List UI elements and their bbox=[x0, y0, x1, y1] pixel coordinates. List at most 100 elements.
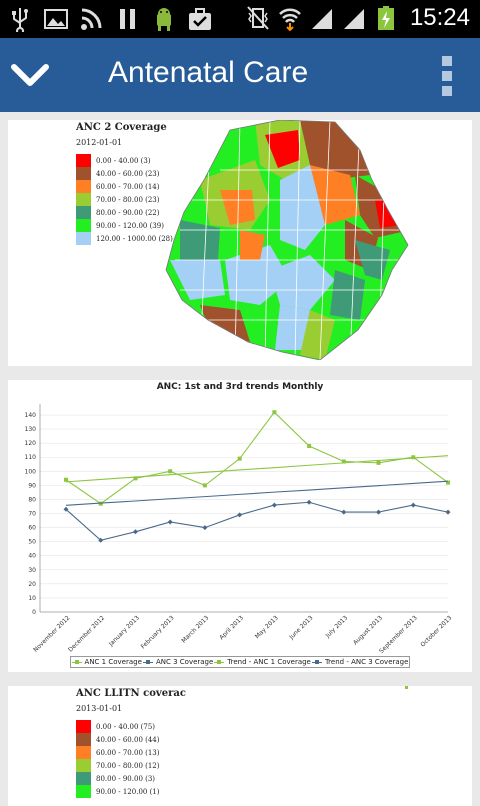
legend-label: 120.00 - 1000.00 (28) bbox=[96, 234, 173, 243]
x-tick-label: September 2013 bbox=[378, 614, 419, 655]
usb-icon bbox=[12, 8, 28, 32]
data-point bbox=[376, 460, 381, 465]
y-tick-label: 70 bbox=[28, 511, 36, 518]
legend-item-trend-anc1[interactable]: Trend - ANC 1 Coverage bbox=[214, 658, 311, 666]
legend-row: 70.00 - 80.00 (12) bbox=[76, 759, 160, 772]
map-legend: 0.00 - 40.00 (75) 40.00 - 60.00 (44) 60.00… bbox=[76, 720, 160, 798]
data-point bbox=[411, 455, 416, 460]
chart-card-anc-trends[interactable]: ANC: 1st and 3rd trends Monthly 0 10 20 30 4… bbox=[8, 380, 472, 672]
battery-charging-icon bbox=[377, 6, 394, 30]
pause-icon bbox=[120, 9, 135, 29]
wifi-icon bbox=[279, 8, 301, 31]
data-point bbox=[410, 502, 416, 508]
data-point bbox=[64, 477, 68, 482]
series-line-1 bbox=[65, 501, 449, 541]
map-title: ANC LLITN coverac bbox=[76, 688, 186, 699]
data-point bbox=[202, 483, 207, 488]
data-point bbox=[307, 443, 312, 448]
legend-row: 40.00 - 60.00 (44) bbox=[76, 733, 160, 746]
x-tick-label: December 2012 bbox=[67, 614, 106, 653]
legend-item-anc1[interactable]: ANC 1 Coverage bbox=[71, 658, 142, 666]
legend-label: 60.00 - 70.00 (14) bbox=[96, 182, 160, 191]
y-tick-label: 80 bbox=[28, 496, 36, 503]
legend-swatch bbox=[76, 206, 91, 219]
x-tick-label: January 2013 bbox=[107, 614, 141, 648]
x-tick-label: August 2013 bbox=[352, 614, 384, 646]
map-edge-marker bbox=[405, 686, 408, 689]
y-tick-label: 100 bbox=[25, 468, 37, 475]
app-bar: Antenatal Care bbox=[0, 38, 480, 112]
data-point bbox=[167, 519, 173, 525]
x-tick-label: April 2013 bbox=[218, 614, 245, 641]
x-tick-label: June 2013 bbox=[287, 614, 314, 641]
legend-label: 90.00 - 120.00 (39) bbox=[96, 221, 164, 230]
data-point bbox=[168, 469, 173, 474]
y-tick-label: 90 bbox=[28, 482, 36, 489]
anc-trend-chart[interactable]: 0 10 20 30 40 50 60 70 80 90 100 110 120 130 140 Novemb… bbox=[8, 380, 472, 655]
android-icon bbox=[157, 8, 171, 31]
x-tick-label: March 2013 bbox=[180, 614, 210, 644]
legend-row: 70.00 - 80.00 (23) bbox=[76, 193, 173, 206]
y-tick-label: 50 bbox=[28, 539, 36, 546]
map-card-anc2[interactable]: ANC 2 Coverage 2012-01-01 0.00 - 40.00 (… bbox=[8, 120, 472, 366]
legend-swatch bbox=[76, 720, 91, 733]
data-point bbox=[446, 480, 450, 485]
legend-row: 60.00 - 70.00 (13) bbox=[76, 746, 160, 759]
legend-swatch bbox=[76, 154, 91, 167]
legend-label: 60.00 - 70.00 (13) bbox=[96, 748, 160, 757]
legend-label: 0.00 - 40.00 (75) bbox=[96, 722, 156, 731]
data-point bbox=[376, 509, 382, 515]
y-tick-label: 140 bbox=[25, 412, 37, 419]
legend-item-trend-anc3[interactable]: Trend - ANC 3 Coverage bbox=[311, 658, 408, 666]
chart-title: ANC: 1st and 3rd trends Monthly bbox=[156, 382, 324, 392]
legend-row: 80.00 - 90.00 (3) bbox=[76, 772, 160, 785]
legend-label: 80.00 - 90.00 (3) bbox=[96, 774, 156, 783]
legend-swatch bbox=[76, 232, 91, 245]
data-point bbox=[341, 459, 346, 464]
x-tick-label: July 2013 bbox=[324, 614, 350, 640]
vibrate-mute-icon bbox=[247, 6, 269, 30]
chevron-down-icon[interactable] bbox=[10, 58, 50, 92]
y-tick-label: 120 bbox=[25, 440, 37, 447]
legend-label: 70.00 - 80.00 (23) bbox=[96, 195, 160, 204]
y-tick-label: 60 bbox=[28, 525, 36, 532]
data-point bbox=[237, 512, 243, 518]
legend-swatch bbox=[76, 219, 91, 232]
data-point bbox=[98, 501, 103, 506]
rss-icon bbox=[81, 8, 102, 30]
data-point bbox=[272, 410, 277, 415]
legend-swatch bbox=[76, 772, 91, 785]
briefcase-check-icon bbox=[189, 8, 211, 30]
map-card-anc-llitn[interactable]: ANC LLITN coverac 2013-01-01 0.00 - 40.0… bbox=[8, 686, 472, 806]
data-point bbox=[271, 502, 277, 508]
map-date: 2012-01-01 bbox=[76, 138, 123, 147]
legend-row: 40.00 - 60.00 (23) bbox=[76, 167, 173, 180]
legend-row: 90.00 - 120.00 (39) bbox=[76, 219, 173, 232]
image-icon bbox=[44, 9, 68, 29]
data-point bbox=[98, 537, 104, 543]
x-tick-label: November 2012 bbox=[32, 614, 71, 653]
y-tick-label: 110 bbox=[25, 454, 37, 461]
legend-row: 0.00 - 40.00 (75) bbox=[76, 720, 160, 733]
legend-swatch bbox=[76, 193, 91, 206]
x-tick-label: February 2013 bbox=[140, 614, 176, 650]
legend-swatch bbox=[76, 733, 91, 746]
map-title: ANC 2 Coverage bbox=[76, 122, 167, 133]
data-point bbox=[63, 506, 69, 512]
signal-icon bbox=[311, 9, 332, 29]
x-tick-label: May 2013 bbox=[254, 614, 280, 640]
district-map[interactable] bbox=[160, 120, 412, 360]
overflow-menu-icon[interactable] bbox=[440, 56, 454, 96]
legend-row: 60.00 - 70.00 (14) bbox=[76, 180, 173, 193]
signal-icon bbox=[343, 9, 364, 29]
legend-label: 90.00 - 120.00 (1) bbox=[96, 787, 160, 796]
legend-item-anc3[interactable]: ANC 3 Coverage bbox=[142, 658, 213, 666]
data-point bbox=[133, 476, 138, 481]
legend-row: 80.00 - 90.00 (22) bbox=[76, 206, 173, 219]
data-point bbox=[132, 529, 138, 535]
legend-row: 0.00 - 40.00 (3) bbox=[76, 154, 173, 167]
status-clock: 15:24 bbox=[409, 4, 470, 31]
series-line-2 bbox=[65, 455, 449, 483]
y-tick-label: 10 bbox=[28, 595, 36, 602]
legend-swatch bbox=[76, 759, 91, 772]
